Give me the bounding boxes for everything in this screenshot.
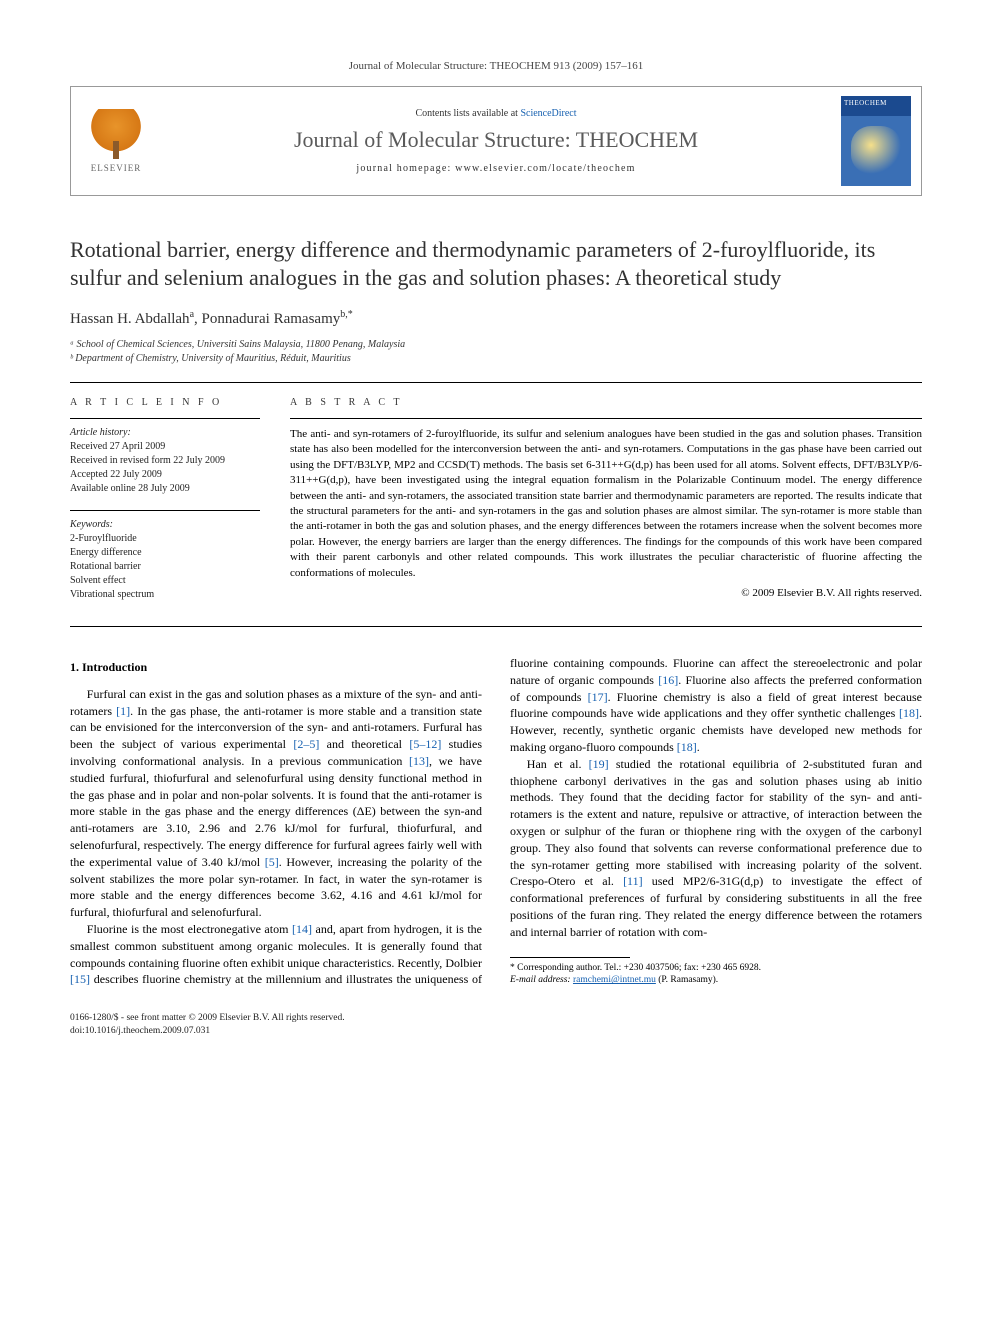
citation-link[interactable]: [1]	[116, 704, 130, 718]
citation-link[interactable]: [11]	[623, 874, 643, 888]
keywords-title: Keywords:	[70, 519, 260, 530]
article-info-column: A R T I C L E I N F O Article history: R…	[70, 397, 260, 616]
elsevier-logo: ELSEVIER	[81, 101, 151, 181]
citation-link[interactable]: [16]	[658, 673, 678, 687]
journal-header: ELSEVIER Contents lists available at Sci…	[70, 86, 922, 196]
corr-email-link[interactable]: ramchemi@intnet.mu	[573, 975, 656, 985]
citation-link[interactable]: [13]	[409, 754, 429, 768]
history-online: Available online 28 July 2009	[70, 482, 260, 496]
homepage-url[interactable]: www.elsevier.com/locate/theochem	[455, 163, 635, 174]
abstract-column: A B S T R A C T The anti- and syn-rotame…	[290, 397, 922, 616]
email-line: E-mail address: ramchemi@intnet.mu (P. R…	[510, 974, 922, 987]
citation-link[interactable]: [18]	[899, 706, 919, 720]
paragraph-3: Han et al. [19] studied the rotational e…	[510, 756, 922, 941]
page: Journal of Molecular Structure: THEOCHEM…	[0, 0, 992, 1078]
cover-title-text: THEOCHEM	[844, 99, 887, 107]
cover-thumb-slot: THEOCHEM	[831, 87, 921, 195]
journal-homepage-line: journal homepage: www.elsevier.com/locat…	[356, 163, 635, 174]
author-2: Ponnadurai Ramasamy	[202, 311, 341, 327]
email-tail: (P. Ramasamy).	[656, 975, 718, 985]
footnote-rule	[510, 957, 630, 958]
email-label: E-mail address:	[510, 975, 573, 985]
body-columns: 1. Introduction Furfural can exist in th…	[70, 655, 922, 988]
author-list: Hassan H. Abdallaha, Ponnadurai Ramasamy…	[70, 309, 922, 328]
keywords-rule	[70, 510, 260, 511]
citation-link[interactable]: [18]	[677, 740, 697, 754]
contents-prefix: Contents lists available at	[415, 108, 520, 119]
citation-link[interactable]: [5]	[265, 855, 279, 869]
citation-link[interactable]: [17]	[588, 690, 608, 704]
article-info-rule	[70, 418, 260, 419]
elsevier-logo-text: ELSEVIER	[91, 163, 142, 173]
abstract-text: The anti- and syn-rotamers of 2-furoylfl…	[290, 427, 922, 581]
author-1-marker: a	[190, 309, 194, 320]
elsevier-tree-icon	[91, 109, 141, 159]
homepage-prefix: journal homepage:	[356, 163, 455, 174]
history-block: Received 27 April 2009 Received in revis…	[70, 440, 260, 496]
paragraph-1: Furfural can exist in the gas and soluti…	[70, 686, 482, 921]
article-title: Rotational barrier, energy difference an…	[70, 236, 922, 291]
divider-bottom	[70, 626, 922, 627]
affiliations: ᵃ School of Chemical Sciences, Universit…	[70, 338, 922, 366]
cover-art-icon	[851, 126, 901, 174]
keyword-4: Solvent effect	[70, 574, 260, 588]
history-revised: Received in revised form 22 July 2009	[70, 454, 260, 468]
author-2-marker: b,*	[340, 309, 353, 320]
history-title: Article history:	[70, 427, 260, 438]
divider-top	[70, 382, 922, 383]
meta-row: A R T I C L E I N F O Article history: R…	[70, 397, 922, 616]
abstract-label: A B S T R A C T	[290, 397, 922, 408]
keyword-2: Energy difference	[70, 546, 260, 560]
section-1-heading: 1. Introduction	[70, 659, 482, 676]
history-received: Received 27 April 2009	[70, 440, 260, 454]
publisher-logo-slot: ELSEVIER	[71, 87, 161, 195]
citation-link[interactable]: [5–12]	[409, 737, 441, 751]
header-center: Contents lists available at ScienceDirec…	[161, 87, 831, 195]
keyword-1: 2-Furoylfluoride	[70, 532, 260, 546]
footer-front-matter: 0166-1280/$ - see front matter © 2009 El…	[70, 1012, 922, 1025]
article-info-label: A R T I C L E I N F O	[70, 397, 260, 408]
citation-link[interactable]: [2–5]	[293, 737, 319, 751]
journal-cover-thumbnail: THEOCHEM	[841, 96, 911, 186]
abstract-rule	[290, 418, 922, 419]
journal-name: Journal of Molecular Structure: THEOCHEM	[294, 127, 698, 153]
corresponding-author-footnote: * Corresponding author. Tel.: +230 40375…	[510, 962, 922, 988]
journal-reference: Journal of Molecular Structure: THEOCHEM…	[70, 60, 922, 72]
citation-link[interactable]: [15]	[70, 972, 90, 986]
author-1: Hassan H. Abdallah	[70, 311, 190, 327]
abstract-copyright: © 2009 Elsevier B.V. All rights reserved…	[290, 587, 922, 599]
footer-doi: doi:10.1016/j.theochem.2009.07.031	[70, 1025, 922, 1038]
keyword-3: Rotational barrier	[70, 560, 260, 574]
contents-available-line: Contents lists available at ScienceDirec…	[415, 108, 576, 119]
citation-link[interactable]: [19]	[589, 757, 609, 771]
page-footer: 0166-1280/$ - see front matter © 2009 El…	[70, 1012, 922, 1038]
affiliation-b: ᵇ Department of Chemistry, University of…	[70, 352, 922, 366]
footnote-block: * Corresponding author. Tel.: +230 40375…	[510, 957, 922, 988]
citation-link[interactable]: [14]	[292, 922, 312, 936]
keywords-block: 2-Furoylfluoride Energy difference Rotat…	[70, 532, 260, 602]
affiliation-a: ᵃ School of Chemical Sciences, Universit…	[70, 338, 922, 352]
corr-line: * Corresponding author. Tel.: +230 40375…	[510, 962, 922, 975]
history-accepted: Accepted 22 July 2009	[70, 468, 260, 482]
sciencedirect-link[interactable]: ScienceDirect	[520, 108, 576, 119]
keyword-5: Vibrational spectrum	[70, 588, 260, 602]
